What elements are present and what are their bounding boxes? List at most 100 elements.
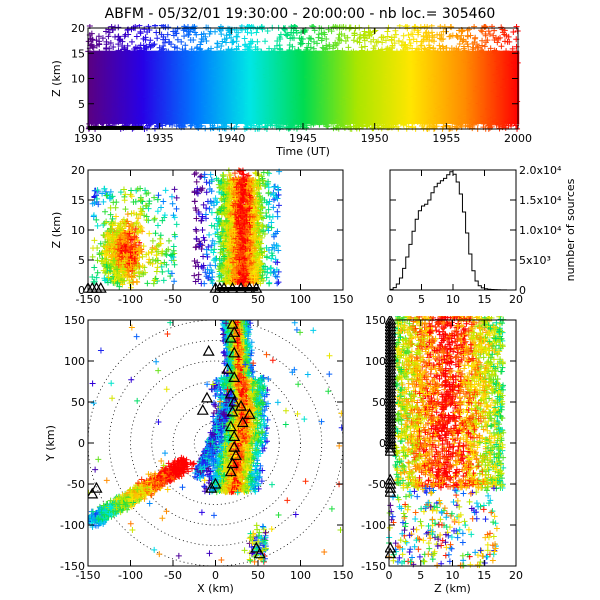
source-marker: [506, 38, 513, 45]
source-marker: [134, 87, 141, 94]
source-marker: [229, 39, 236, 46]
source-marker: [321, 79, 328, 86]
x-tick-label: 1955: [432, 132, 460, 145]
source-marker: [368, 121, 375, 128]
source-marker: [235, 217, 242, 224]
source-density-column: [306, 50, 308, 124]
source-marker: [391, 40, 398, 47]
source-marker: [266, 45, 273, 52]
source-marker: [356, 35, 363, 42]
source-marker: [270, 78, 277, 85]
source-marker: [275, 279, 282, 286]
source-marker: [431, 34, 438, 41]
source-marker: [384, 33, 391, 40]
source-marker: [135, 114, 142, 121]
source-marker: [136, 120, 143, 127]
y-tick-label: 10: [71, 224, 85, 237]
source-density-column: [96, 50, 98, 124]
source-marker: [200, 201, 207, 208]
source-marker: [247, 194, 254, 201]
source-density-column: [228, 50, 230, 124]
source-density-column: [292, 50, 294, 124]
source-density-column: [251, 50, 253, 124]
source-marker: [193, 207, 200, 214]
source-marker: [229, 245, 236, 252]
source-marker: [132, 111, 139, 118]
source-marker: [236, 256, 243, 263]
source-marker: [429, 105, 436, 112]
source-marker: [114, 280, 121, 287]
source-marker: [259, 222, 266, 229]
source-marker: [171, 214, 178, 221]
source-marker: [392, 27, 399, 34]
source-density-column: [347, 50, 349, 124]
source-marker: [268, 255, 275, 262]
source-marker: [401, 83, 408, 90]
source-marker: [262, 38, 269, 45]
source-marker: [370, 45, 377, 52]
source-marker: [366, 74, 373, 81]
source-marker: [334, 47, 341, 54]
source-marker: [466, 106, 473, 113]
source-density-column: [443, 50, 445, 124]
source-density-column: [196, 50, 198, 124]
source-marker: [301, 27, 308, 34]
source-marker: [139, 262, 146, 269]
source-density-column: [455, 50, 457, 124]
source-marker: [466, 26, 473, 33]
source-marker: [201, 49, 208, 56]
source-marker: [319, 72, 326, 79]
source-density-column: [368, 50, 371, 124]
source-marker: [134, 219, 141, 226]
source-marker: [253, 29, 260, 36]
source-marker: [106, 191, 113, 198]
source-marker: [93, 37, 100, 44]
source-marker: [108, 263, 115, 270]
source-marker: [154, 208, 161, 215]
source-marker: [364, 122, 371, 129]
source-density-column: [200, 50, 203, 124]
source-density-column: [422, 50, 425, 124]
source-marker: [138, 96, 145, 103]
source-density-column: [414, 50, 416, 124]
source-marker: [428, 122, 435, 129]
source-marker: [493, 79, 500, 86]
source-marker: [352, 50, 359, 57]
source-density-column: [362, 50, 365, 124]
source-marker: [271, 233, 278, 240]
source-density-column: [164, 50, 167, 124]
source-marker: [235, 95, 242, 102]
source-marker: [266, 102, 273, 109]
source-density-column: [152, 50, 155, 124]
source-marker: [238, 211, 245, 218]
source-marker: [287, 121, 294, 128]
source-marker: [195, 77, 202, 84]
source-marker: [241, 247, 248, 254]
source-marker: [213, 91, 220, 98]
source-marker: [425, 47, 432, 54]
source-marker: [145, 57, 152, 64]
source-marker: [399, 59, 406, 66]
source-density-column: [238, 50, 240, 124]
source-marker: [174, 36, 181, 43]
source-marker: [203, 215, 210, 222]
source-density-column: [289, 50, 292, 124]
plan-view-panel: -150 -100 -50 0 50 100 150-150-100-50050100150…: [44, 314, 354, 595]
source-density-column: [407, 50, 409, 124]
source-marker: [253, 197, 260, 204]
source-marker: [252, 197, 259, 204]
source-marker: [470, 121, 477, 128]
source-marker: [232, 200, 239, 207]
y-tick-label: 20: [71, 164, 85, 177]
source-density-column: [492, 50, 494, 124]
source-marker: [202, 91, 209, 98]
source-marker: [240, 67, 247, 74]
source-marker: [310, 45, 317, 52]
source-marker: [138, 47, 145, 54]
source-density-column: [89, 50, 91, 124]
source-density-column: [449, 50, 451, 124]
source-marker: [156, 96, 163, 103]
source-marker: [264, 27, 271, 34]
source-density-column: [410, 50, 413, 124]
